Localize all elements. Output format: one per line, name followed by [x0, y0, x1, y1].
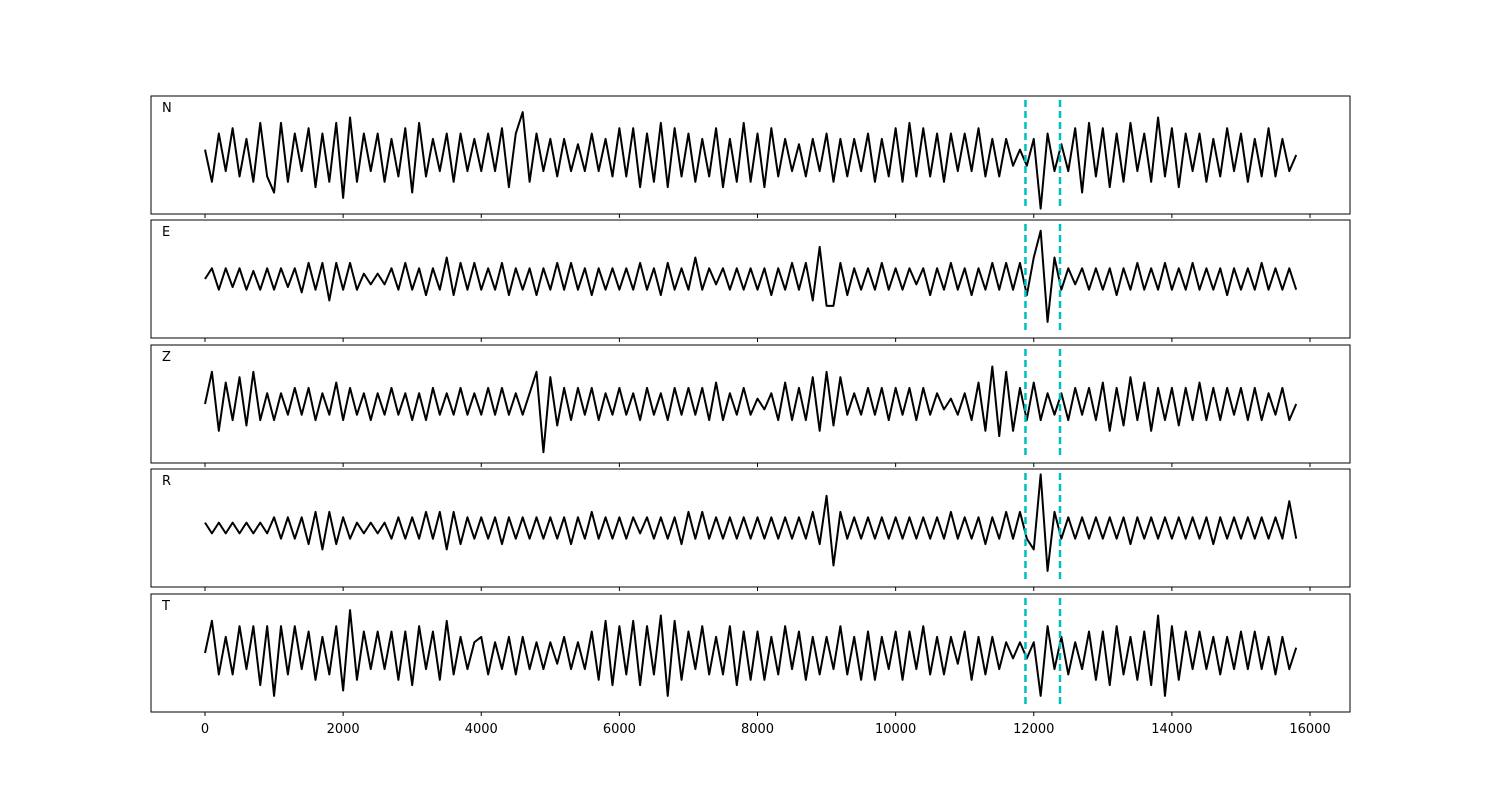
- axes-frame: [150, 344, 1351, 464]
- subplot: R: [150, 468, 1351, 591]
- component-label: N: [162, 101, 172, 116]
- subplot: T 0 2000 4000 6000 8000 10000 12000 14000 16000: [150, 593, 1351, 737]
- x-tick-label: 12000: [1013, 722, 1054, 737]
- waveform: [204, 229, 1298, 323]
- x-tick-label: 6000: [603, 722, 636, 737]
- component-label: T: [161, 599, 170, 614]
- x-tick-label: 16000: [1289, 722, 1330, 737]
- axes-frame: [150, 593, 1351, 713]
- plot-area: [151, 345, 1350, 463]
- component-label: Z: [162, 350, 171, 365]
- waveform: [204, 111, 1298, 210]
- subplot: N: [150, 95, 1351, 218]
- plot-area: [151, 220, 1350, 338]
- component-label: E: [162, 225, 170, 240]
- x-tick-label: 8000: [741, 722, 774, 737]
- waveform: [204, 609, 1298, 697]
- x-tick-label: 4000: [465, 722, 498, 737]
- component-label: R: [162, 474, 171, 489]
- waveform: [204, 473, 1298, 572]
- waveform: [204, 365, 1298, 454]
- x-tick-label: 0: [201, 722, 209, 737]
- axes-frame: [150, 95, 1351, 215]
- axes-frame: [150, 219, 1351, 339]
- axes-frame: [150, 468, 1351, 588]
- subplot: Z: [150, 344, 1351, 467]
- x-tick-label: 2000: [327, 722, 360, 737]
- x-tick-label: 14000: [1151, 722, 1192, 737]
- x-tick-label: 10000: [875, 722, 916, 737]
- plot-area: [151, 96, 1350, 214]
- subplot: E: [150, 219, 1351, 342]
- plot-area: [151, 469, 1350, 587]
